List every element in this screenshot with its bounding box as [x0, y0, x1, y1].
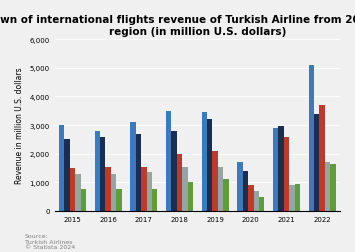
Bar — [278, 127, 284, 211]
Bar — [116, 190, 121, 211]
Bar — [111, 174, 116, 211]
Bar — [320, 106, 325, 211]
Bar — [81, 190, 86, 211]
Bar — [141, 167, 147, 211]
Title: Breakdown of international flights revenue of Turkish Airline from 2015 to 2022,: Breakdown of international flights reven… — [0, 15, 355, 37]
Bar — [213, 151, 218, 211]
Bar — [253, 191, 259, 211]
Bar — [75, 174, 81, 211]
Bar — [202, 113, 207, 211]
Bar — [166, 111, 171, 211]
Bar — [95, 131, 100, 211]
Bar — [325, 163, 330, 211]
Bar — [218, 167, 223, 211]
Y-axis label: Revenue in million U.S. dollars: Revenue in million U.S. dollars — [15, 68, 24, 184]
Bar — [59, 125, 65, 211]
Bar — [100, 137, 105, 211]
Bar — [152, 190, 157, 211]
Bar — [105, 167, 111, 211]
Bar — [330, 164, 335, 211]
Bar — [182, 167, 187, 211]
Bar — [243, 171, 248, 211]
Bar — [177, 154, 182, 211]
Bar — [223, 180, 229, 211]
Bar — [248, 185, 253, 211]
Bar — [259, 197, 264, 211]
Bar — [273, 129, 278, 211]
Bar — [289, 185, 295, 211]
Bar — [207, 120, 213, 211]
Bar — [295, 184, 300, 211]
Bar — [147, 173, 152, 211]
Bar — [130, 123, 136, 211]
Bar — [284, 137, 289, 211]
Bar — [70, 168, 75, 211]
Bar — [65, 140, 70, 211]
Bar — [314, 114, 320, 211]
Text: Source:
Turkish Airlines
© Statista 2024: Source: Turkish Airlines © Statista 2024 — [25, 233, 75, 249]
Bar — [237, 163, 243, 211]
Bar — [187, 183, 193, 211]
Bar — [171, 131, 177, 211]
Bar — [309, 66, 314, 211]
Bar — [136, 134, 141, 211]
